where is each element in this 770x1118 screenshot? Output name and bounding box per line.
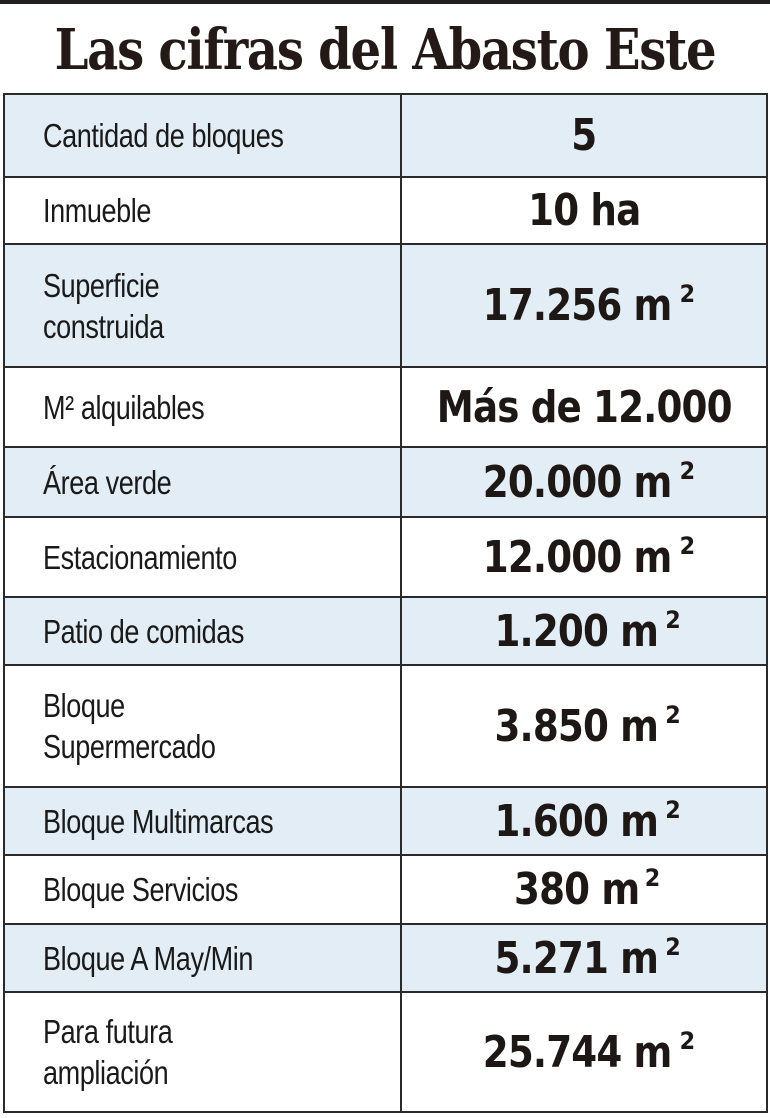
- row-label: Superficie construida: [3, 243, 402, 368]
- row-value: 10 ha: [400, 176, 768, 245]
- unit-exponent: 2: [679, 279, 694, 308]
- unit-exponent: 2: [644, 863, 660, 892]
- row-label-text: Bloque Supermercado: [43, 687, 216, 765]
- unit-exponent: 2: [679, 456, 694, 485]
- row-label: Cantidad de bloques: [3, 93, 402, 178]
- row-label: Área verde: [3, 446, 402, 518]
- top-rule: [0, 0, 770, 4]
- row-label-text: Inmueble: [43, 192, 152, 229]
- row-label-text: Bloque Multimarcas: [43, 802, 274, 840]
- row-label: Bloque Supermercado: [3, 664, 402, 788]
- row-label: Bloque Multimarcas: [3, 786, 402, 856]
- table-row: Inmueble 10 ha: [3, 176, 768, 245]
- row-label: M² alquilables: [3, 366, 402, 448]
- row-label-text: Superficie construida: [43, 266, 164, 345]
- row-value-text: 20.000 m: [482, 456, 672, 508]
- row-label-text: Bloque Servicios: [43, 871, 238, 908]
- row-value-text: 380 m: [514, 864, 640, 915]
- row-label-text: M² alquilables: [43, 388, 205, 426]
- row-value-text: 25.744 m: [482, 1026, 672, 1078]
- page-title: Las cifras del Abasto Este: [54, 17, 717, 83]
- table-row: Cantidad de bloques 5: [3, 93, 768, 178]
- row-value: Más de 12.000: [400, 366, 768, 448]
- row-label-text: Cantidad de bloques: [43, 117, 284, 154]
- row-value-text: 5.271 m: [494, 932, 659, 984]
- row-label-text: Patio de comidas: [43, 612, 245, 650]
- row-label: Para futura ampliación: [3, 991, 402, 1113]
- row-value-text: 10 ha: [527, 185, 641, 236]
- row-value-text: 3.850 m: [494, 700, 659, 752]
- row-label: Estacionamiento: [3, 516, 402, 598]
- unit-exponent: 2: [665, 605, 681, 634]
- row-value-text: 1.200 m: [494, 605, 659, 657]
- row-label-text: Para futura ampliación: [43, 1013, 173, 1091]
- row-label-text: Bloque A May/Min: [43, 939, 254, 977]
- row-label: Bloque A May/Min: [3, 923, 402, 993]
- row-value-text: 1.600 m: [494, 795, 659, 847]
- row-value-text: Más de 12.000: [436, 381, 733, 433]
- row-label: Inmueble: [3, 176, 402, 245]
- row-label-text: Estacionamiento: [43, 538, 237, 576]
- row-label: Bloque Servicios: [3, 854, 402, 925]
- row-value-text: 5: [571, 110, 597, 161]
- unit-exponent: 2: [679, 1026, 694, 1055]
- unit-exponent: 2: [665, 932, 681, 961]
- row-label: Patio de comidas: [3, 596, 402, 666]
- row-value-text: 17.256 m: [482, 280, 672, 331]
- unit-exponent: 2: [679, 531, 694, 560]
- row-label-text: Área verde: [43, 463, 172, 501]
- table-row: M² alquilables Más de 12.000: [3, 366, 768, 448]
- row-value: 5: [400, 93, 768, 178]
- row-value-text: 12.000 m: [482, 531, 672, 583]
- figures-table: Cantidad de bloques 5 Inmueble 10 ha Superfi…: [3, 93, 768, 1113]
- unit-exponent: 2: [665, 700, 681, 729]
- unit-exponent: 2: [665, 795, 681, 824]
